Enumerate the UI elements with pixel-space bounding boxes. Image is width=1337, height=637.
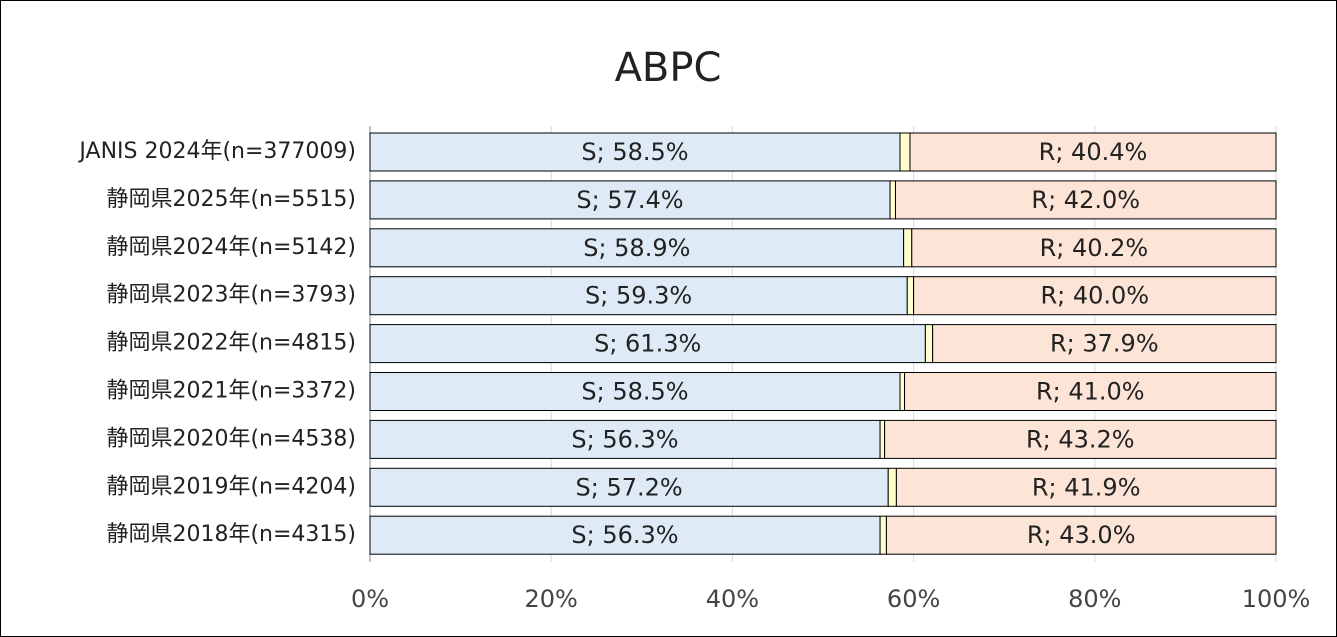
x-tick-label: 80% xyxy=(1068,585,1121,613)
bar-segment xyxy=(879,515,887,555)
data-label: R; 43.0% xyxy=(1027,521,1136,549)
x-tick-label: 0% xyxy=(351,585,389,613)
chart-title: ABPC xyxy=(615,45,722,91)
data-label: R; 37.9% xyxy=(1050,330,1159,358)
bar-segment xyxy=(909,132,1277,172)
bar-segment xyxy=(887,467,897,507)
bar-segment xyxy=(369,132,901,172)
y-tick-label: 静岡県2021年(n=3372) xyxy=(106,379,356,404)
bar-segment xyxy=(913,276,1277,316)
data-label: S; 58.9% xyxy=(583,234,690,262)
data-label: R; 42.0% xyxy=(1031,186,1140,214)
x-tick-label: 40% xyxy=(706,585,759,613)
data-label: S; 59.3% xyxy=(585,282,692,310)
bar-segment xyxy=(885,515,1277,555)
data-label: R; 41.0% xyxy=(1036,378,1145,406)
bar-segment xyxy=(932,324,1277,364)
bar-segment xyxy=(911,228,1277,268)
data-label: R; 40.0% xyxy=(1040,282,1149,310)
data-label: R; 40.2% xyxy=(1040,234,1149,262)
data-label: S; 57.4% xyxy=(576,186,683,214)
x-tick-label: 20% xyxy=(525,585,578,613)
data-label: S; 56.3% xyxy=(571,425,678,453)
y-tick-label: 静岡県2019年(n=4204) xyxy=(106,474,356,499)
bar-segment xyxy=(895,467,1277,507)
data-label: S; 56.3% xyxy=(571,521,678,549)
y-tick-label: 静岡県2022年(n=4815) xyxy=(106,331,356,356)
data-label: R; 43.2% xyxy=(1026,425,1135,453)
bar-segment xyxy=(369,419,881,459)
bar-segment xyxy=(369,180,891,220)
bar-segment xyxy=(369,228,905,268)
bar-segment xyxy=(884,419,1277,459)
y-tick-label: 静岡県2024年(n=5142) xyxy=(106,235,356,260)
bar-segment xyxy=(903,228,913,268)
bar-segment xyxy=(904,372,1277,411)
y-tick-label: 静岡県2018年(n=4315) xyxy=(106,522,356,547)
bar-segment xyxy=(924,324,934,364)
bar-segment xyxy=(906,276,915,316)
bar-segment xyxy=(899,132,911,172)
data-label: R; 40.4% xyxy=(1039,138,1148,166)
y-tick-label: JANIS 2024年(n=377009) xyxy=(77,139,356,164)
bar-segment xyxy=(369,467,889,507)
y-tick-label: 静岡県2023年(n=3793) xyxy=(106,283,356,308)
bar-segment xyxy=(879,419,886,459)
bar-segment xyxy=(894,180,1277,220)
bar-segment xyxy=(889,180,896,220)
x-tick-label: 100% xyxy=(1242,585,1311,613)
data-label: S; 61.3% xyxy=(594,330,701,358)
x-tick-label: 60% xyxy=(887,585,940,613)
bar-segment xyxy=(369,372,901,411)
data-label: S; 57.2% xyxy=(576,473,683,501)
data-label: R; 41.9% xyxy=(1032,473,1141,501)
bar-segment xyxy=(899,372,906,411)
y-tick-label: 静岡県2025年(n=5515) xyxy=(106,187,356,212)
y-tick-label: 静岡県2020年(n=4538) xyxy=(106,426,356,451)
data-label: S; 58.5% xyxy=(581,138,688,166)
data-label: S; 58.5% xyxy=(581,378,688,406)
